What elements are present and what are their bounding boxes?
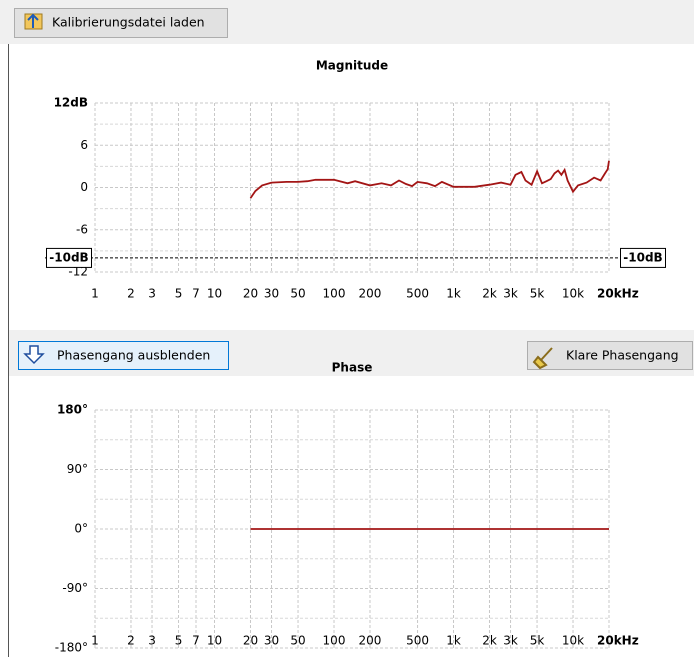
x-tick-label: 7 bbox=[192, 287, 200, 301]
x-tick-label: 50 bbox=[290, 287, 305, 301]
x-tick-label: 500 bbox=[406, 287, 429, 301]
x-tick-label: 500 bbox=[406, 634, 429, 648]
x-tick-label: 3k bbox=[503, 287, 518, 301]
reference-label-box bbox=[46, 247, 92, 268]
x-tick-label: 1 bbox=[91, 634, 99, 648]
reference-label: -10dB bbox=[49, 250, 88, 264]
button-label: Phasengang ausblenden bbox=[57, 348, 210, 363]
x-tick-label: 3k bbox=[503, 634, 518, 648]
x-tick-label: 5k bbox=[530, 634, 545, 648]
x-tick-label: 3 bbox=[148, 287, 156, 301]
y-tick-label: 180° bbox=[57, 403, 88, 417]
icon bbox=[27, 13, 39, 28]
icon bbox=[23, 345, 45, 365]
chart-title: Phase bbox=[332, 361, 373, 375]
x-tick-label: 2 bbox=[127, 287, 135, 301]
x-tick-label: 200 bbox=[359, 287, 382, 301]
chart-title: Magnitude bbox=[316, 59, 388, 73]
reference-label: -10dB bbox=[623, 250, 662, 264]
x-tick-label: 2k bbox=[482, 634, 497, 648]
y-tick-label: 12dB bbox=[54, 96, 88, 110]
x-tick-label: 20kHz bbox=[597, 634, 639, 648]
clear-phase-button[interactable]: Klare Phasengang bbox=[527, 341, 693, 370]
x-tick-label: 100 bbox=[323, 287, 346, 301]
x-tick-label: 1k bbox=[446, 634, 461, 648]
y-tick-label: -90° bbox=[62, 581, 88, 595]
button-label: Klare Phasengang bbox=[566, 348, 679, 363]
y-tick-label: -6 bbox=[76, 222, 88, 236]
x-tick-label: 20kHz bbox=[597, 287, 639, 301]
x-tick-label: 1k bbox=[446, 287, 461, 301]
series-line bbox=[249, 160, 610, 199]
button-label: Kalibrierungsdatei laden bbox=[52, 15, 205, 30]
x-tick-label: 5 bbox=[175, 634, 183, 648]
x-tick-label: 10 bbox=[207, 634, 222, 648]
icon bbox=[532, 347, 553, 370]
y-tick-label: 6 bbox=[80, 138, 88, 152]
x-tick-label: 20 bbox=[243, 634, 258, 648]
y-tick-label: 0 bbox=[80, 180, 88, 194]
x-tick-label: 3 bbox=[148, 634, 156, 648]
load-button[interactable]: Kalibrierungsdatei laden bbox=[14, 8, 228, 38]
y-tick-label: -12 bbox=[68, 265, 88, 279]
y-tick-label: 0° bbox=[74, 522, 88, 536]
x-tick-label: 2 bbox=[127, 634, 135, 648]
x-tick-label: 50 bbox=[290, 634, 305, 648]
x-tick-label: 200 bbox=[359, 634, 382, 648]
x-tick-label: 2k bbox=[482, 287, 497, 301]
x-tick-label: 1 bbox=[91, 287, 99, 301]
x-tick-label: 5k bbox=[530, 287, 545, 301]
x-tick-label: 30 bbox=[264, 287, 279, 301]
x-tick-label: 10k bbox=[562, 287, 584, 301]
x-tick-label: 10 bbox=[207, 287, 222, 301]
reference-label-box bbox=[620, 247, 666, 268]
x-tick-label: 7 bbox=[192, 634, 200, 648]
x-tick-label: 30 bbox=[264, 634, 279, 648]
x-tick-label: 100 bbox=[323, 634, 346, 648]
hide-phase-button[interactable]: Phasengang ausblenden bbox=[18, 341, 229, 370]
y-tick-label: -180° bbox=[55, 641, 88, 655]
y-tick-label: 90° bbox=[67, 462, 88, 476]
x-tick-label: 10k bbox=[562, 634, 584, 648]
x-tick-label: 20 bbox=[243, 287, 258, 301]
x-tick-label: 5 bbox=[175, 287, 183, 301]
